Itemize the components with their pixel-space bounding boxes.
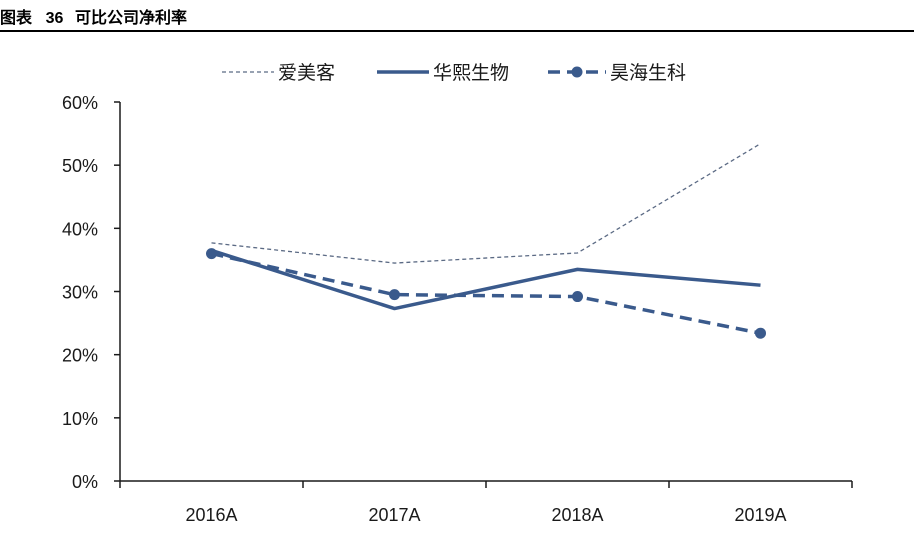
data-point-marker	[755, 327, 766, 339]
figure-label: 图表	[0, 8, 33, 27]
series-line-3	[211, 251, 761, 335]
legend-label: 昊海生科	[610, 62, 686, 84]
legend-label: 爱美客	[278, 62, 335, 84]
x-axis-ticks: 2016A 2017A 2018A 2019A	[119, 481, 853, 525]
y-tick-label: 50%	[62, 156, 98, 176]
series-line-1	[211, 143, 761, 264]
legend-label: 华熙生物	[433, 62, 509, 84]
y-tick-label: 20%	[62, 346, 98, 366]
y-tick-label: 0%	[72, 472, 98, 492]
chart-axes	[119, 102, 852, 482]
x-tick-label: 2018A	[551, 505, 603, 525]
legend-marker	[571, 66, 583, 78]
x-tick-label: 2016A	[185, 505, 237, 525]
y-axis-ticks: 0% 10% 20% 30% 40% 50% 60%	[62, 93, 120, 492]
y-tick-label: 40%	[62, 219, 98, 239]
title-divider	[0, 30, 914, 32]
figure-number: 36	[45, 10, 64, 27]
data-point-marker	[206, 248, 217, 260]
figure-title: 图表 36 可比公司净利率	[0, 4, 187, 28]
x-tick-label: 2019A	[734, 505, 786, 525]
chart-legend: 爱美客 华熙生物 昊海生科	[222, 62, 686, 84]
y-tick-label: 10%	[62, 409, 98, 429]
y-tick-label: 60%	[62, 93, 98, 113]
series-lines	[206, 143, 766, 339]
series-line-2	[210, 248, 761, 311]
data-point-marker	[389, 289, 400, 301]
x-tick-label: 2017A	[368, 505, 420, 525]
data-point-marker	[572, 291, 583, 303]
y-tick-label: 30%	[62, 283, 98, 303]
figure-caption: 可比公司净利率	[74, 8, 187, 27]
